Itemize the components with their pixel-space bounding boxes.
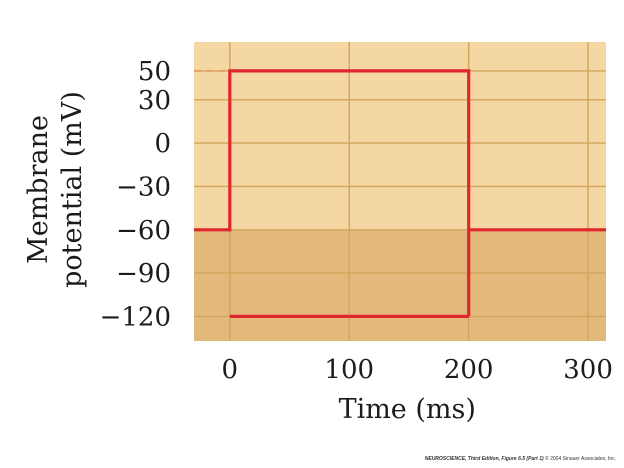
x-tick-label: 0 [222, 355, 239, 385]
x-tick-label: 300 [563, 355, 613, 385]
x-tick-labels: 0 100 200 300 [222, 355, 613, 385]
y-tick-label: −90 [116, 259, 171, 289]
figure-credit: NEUROSCIENCE, Third Edition, Figure 6.5 … [425, 456, 616, 462]
y-tick-label: −60 [116, 216, 171, 246]
credit-copyright: © 2004 Sinauer Associates, Inc. [545, 456, 616, 462]
y-tick-label: 30 [138, 86, 171, 116]
voltage-trace [194, 69, 606, 318]
x-tick-label: 100 [324, 355, 374, 385]
y-tick-label: 50 [138, 57, 171, 87]
y-tick-label: −30 [116, 172, 171, 202]
trace-line [194, 69, 606, 317]
hyperpolarized-band [194, 229, 606, 341]
x-tick-label: 200 [444, 355, 494, 385]
y-axis-label-line-2: potential (mV) [57, 91, 88, 288]
y-axis-label-line-1: Membrane [23, 115, 54, 264]
y-tick-label: 0 [154, 129, 171, 159]
credit-title: NEUROSCIENCE, Third Edition, Figure 6.5 … [424, 456, 544, 462]
x-axis-label: Time (ms) [339, 394, 476, 425]
y-tick-label: −120 [100, 302, 171, 332]
